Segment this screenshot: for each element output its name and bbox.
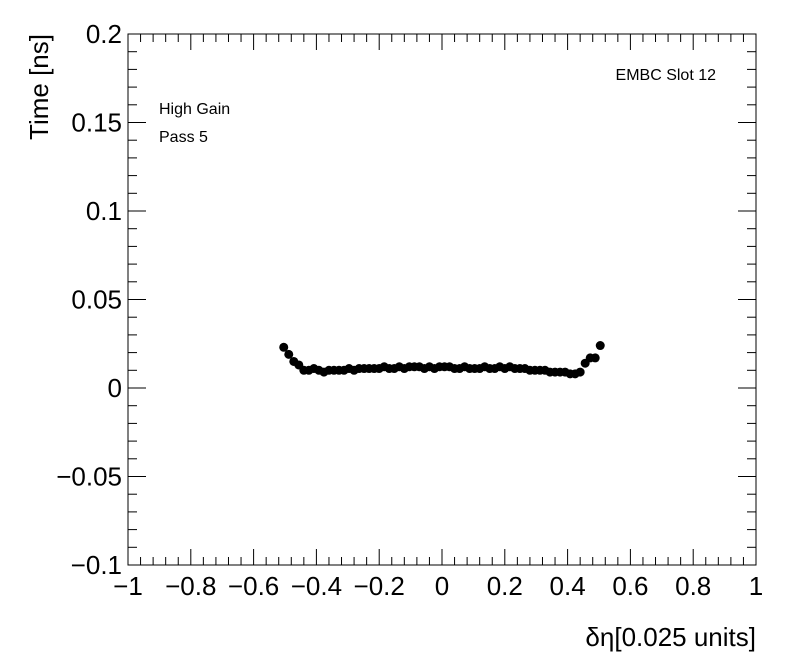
- x-tick-label: 0.4: [550, 571, 586, 601]
- point: [279, 342, 289, 352]
- y-tick-label: −0.05: [56, 462, 122, 492]
- y-tick-label: 0.1: [86, 196, 122, 226]
- annotation: High Gain: [159, 101, 230, 118]
- y-tick-label: 0.15: [71, 108, 122, 138]
- point: [284, 349, 294, 359]
- point: [590, 353, 600, 363]
- x-tick-label: −0.6: [228, 571, 279, 601]
- y-tick-label: 0: [108, 373, 122, 403]
- y-tick-label: −0.1: [71, 550, 122, 580]
- x-tick-label: 0.6: [612, 571, 648, 601]
- x-axis-label: δη[0.025 units]: [585, 622, 756, 652]
- x-tick-label: 0.2: [487, 571, 523, 601]
- x-tick-label: −0.8: [165, 571, 216, 601]
- y-tick-label: 0.05: [71, 285, 122, 315]
- annotation: EMBC Slot 12: [616, 67, 717, 84]
- point: [575, 367, 585, 377]
- y-tick-label: 0.2: [86, 19, 122, 49]
- x-tick-label: −0.2: [354, 571, 405, 601]
- x-tick-label: 1: [749, 571, 763, 601]
- point: [595, 341, 605, 351]
- x-tick-label: 0.8: [675, 571, 711, 601]
- x-tick-label: 0: [435, 571, 449, 601]
- x-tick-label: −1: [113, 571, 143, 601]
- x-tick-label: −0.4: [291, 571, 342, 601]
- y-axis-label: Time [ns]: [24, 34, 54, 140]
- annotation: Pass 5: [159, 129, 208, 146]
